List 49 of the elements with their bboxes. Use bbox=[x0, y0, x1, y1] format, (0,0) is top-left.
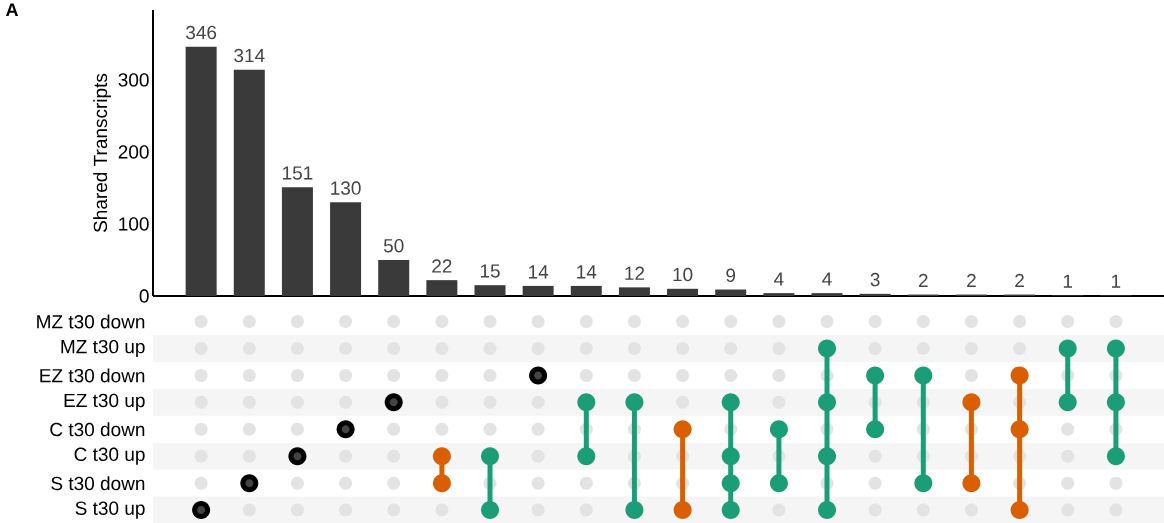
data-label: 151 bbox=[283, 166, 313, 180]
y-tick-label: 200 bbox=[118, 145, 149, 159]
data-label: 14 bbox=[577, 265, 597, 279]
data-label: 346 bbox=[186, 25, 217, 40]
bar bbox=[859, 293, 891, 296]
data-label: 314 bbox=[234, 48, 265, 63]
bar bbox=[426, 280, 458, 296]
data-label: 4 bbox=[822, 272, 832, 286]
data-label: 50 bbox=[383, 238, 404, 253]
bar bbox=[281, 187, 313, 296]
text: A bbox=[5, 3, 19, 16]
bar bbox=[378, 259, 410, 296]
text: EZ t30 up bbox=[64, 393, 145, 411]
y-axis-title: Shared Transcripts bbox=[93, 73, 111, 233]
data-label: 2 bbox=[967, 273, 976, 288]
y-tick-label: 0 bbox=[139, 289, 149, 303]
text: MZ t30 down bbox=[37, 314, 145, 329]
data-label: 15 bbox=[480, 264, 500, 278]
text: C t30 up bbox=[74, 447, 145, 465]
data-label: 22 bbox=[432, 259, 452, 273]
data-label: 10 bbox=[673, 267, 693, 282]
y-tick-label: 100 bbox=[119, 217, 149, 231]
bar bbox=[618, 287, 650, 296]
bar bbox=[522, 285, 554, 296]
y-tick-label: 300 bbox=[118, 73, 149, 87]
data-label: 4 bbox=[774, 272, 784, 286]
bar bbox=[715, 289, 747, 296]
data-label: 1 bbox=[1112, 274, 1121, 288]
text: S t30 down bbox=[51, 476, 145, 491]
data-label: 12 bbox=[625, 266, 645, 280]
bar bbox=[811, 293, 843, 296]
bar bbox=[763, 293, 795, 296]
text: C t30 down bbox=[50, 422, 145, 437]
bar bbox=[185, 46, 217, 296]
data-label: 3 bbox=[870, 272, 880, 287]
data-label: 1 bbox=[1063, 274, 1073, 288]
data-label: 14 bbox=[529, 265, 549, 279]
bar bbox=[474, 285, 506, 296]
bar bbox=[330, 202, 362, 296]
bar bbox=[570, 285, 602, 296]
bar bbox=[233, 69, 265, 296]
text: MZ t30 up bbox=[61, 339, 145, 358]
text: EZ t30 down bbox=[40, 368, 145, 383]
data-label: 9 bbox=[726, 268, 736, 282]
data-label: 130 bbox=[331, 181, 361, 195]
bar bbox=[667, 288, 699, 296]
data-label: 2 bbox=[1015, 273, 1024, 288]
text: S t30 up bbox=[75, 501, 145, 519]
data-label: 2 bbox=[918, 273, 928, 288]
